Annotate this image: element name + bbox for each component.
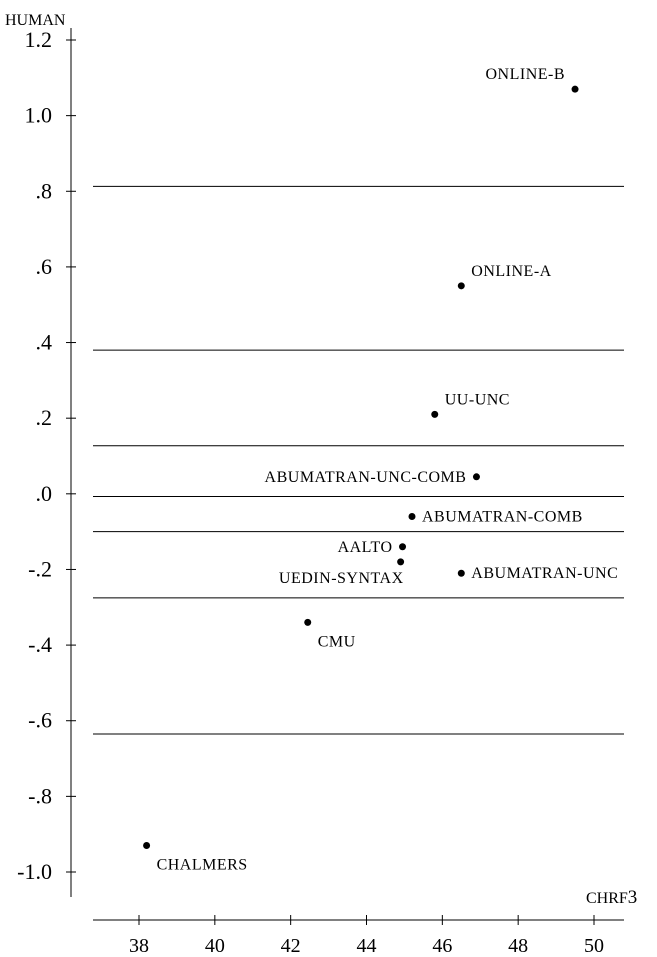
y-tick-label: -.8	[28, 783, 52, 808]
x-tick-label: 48	[508, 935, 528, 957]
y-tick-label: 1.2	[25, 27, 53, 52]
y-tick-label: .0	[36, 481, 53, 506]
data-point	[304, 618, 312, 626]
data-point	[431, 410, 439, 418]
data-point-label: AALTO	[338, 539, 393, 556]
data-point-label: UU-UNC	[445, 391, 510, 408]
data-point	[571, 85, 579, 93]
data-point-label: ABUMATRAN-UNC	[471, 565, 618, 582]
data-point	[143, 842, 151, 850]
y-tick-label: .8	[36, 178, 53, 203]
y-axis-title: HUMAN	[5, 12, 66, 29]
data-point	[472, 473, 480, 481]
cluster-separator-lines	[93, 185, 624, 735]
y-tick-label: -.2	[28, 556, 52, 581]
y-axis: 1.2 1.0 .8 .6 .4 .2 .0 -.2 -.4 -.6 -.8 -1.0	[17, 27, 76, 897]
y-tick-label: .2	[36, 405, 53, 430]
y-tick-label: .4	[36, 330, 53, 355]
y-tick-label: 1.0	[25, 103, 53, 128]
data-point-label: CHALMERS	[157, 857, 248, 874]
x-tick-label: 44	[357, 935, 377, 957]
data-point	[457, 282, 465, 290]
x-tick-label: 46	[432, 935, 452, 957]
x-tick-label: 42	[281, 935, 301, 957]
x-tick-label: 40	[205, 935, 225, 957]
y-tick-label: -.4	[28, 632, 52, 657]
data-point-label: CMU	[318, 633, 356, 650]
data-point-label: ONLINE-B	[485, 66, 565, 83]
x-tick-label: 50	[584, 935, 604, 957]
data-point-label: UEDIN-SYNTAX	[279, 570, 404, 587]
x-tick-label: 38	[129, 935, 149, 957]
data-point	[408, 513, 416, 521]
data-point-label: ABUMATRAN-COMB	[422, 509, 583, 526]
data-points: ONLINE-B ONLINE-A UU-UNC ABUMATRAN-UNC-COMB…	[143, 66, 618, 874]
data-point	[457, 569, 465, 577]
y-tick-label: -.6	[28, 708, 52, 733]
data-point	[397, 558, 405, 566]
x-axis-title: CHRF3	[586, 887, 637, 908]
data-point	[399, 543, 407, 551]
y-tick-label: .6	[36, 254, 53, 279]
y-tick-label: -1.0	[17, 859, 52, 884]
x-axis: 38 40 42 44 46 48 50	[93, 915, 624, 957]
data-point-label: ONLINE-A	[471, 263, 551, 280]
data-point-label: ABUMATRAN-UNC-COMB	[265, 469, 467, 486]
